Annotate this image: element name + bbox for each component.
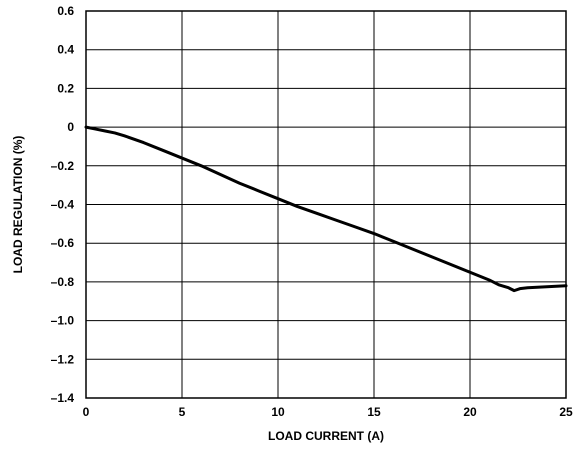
- x-tick-label: 0: [83, 405, 90, 419]
- x-tick-label: 5: [179, 405, 186, 419]
- y-tick-label: –1.2: [51, 352, 75, 366]
- y-axis-label: LOAD REGULATION (%): [11, 136, 25, 274]
- y-tick-label: –0.4: [51, 198, 75, 212]
- y-tick-label: –0.6: [51, 236, 75, 250]
- y-tick-label: –1.4: [51, 391, 75, 405]
- x-tick-labels: 0 5 10 15 20 25: [83, 405, 573, 419]
- y-tick-label: –0.2: [51, 159, 75, 173]
- series-line-0: [84, 125, 568, 293]
- y-tick-label: –0.8: [51, 275, 75, 289]
- x-tick-label: 20: [463, 405, 477, 419]
- x-tick-label: 10: [271, 405, 285, 419]
- x-tick-label: 15: [367, 405, 381, 419]
- y-tick-label: –1.0: [51, 314, 75, 328]
- y-tick-label: 0.4: [57, 43, 74, 57]
- series-group: [84, 125, 568, 293]
- y-tick-label: 0.2: [57, 81, 74, 95]
- grid-lines: [85, 10, 567, 399]
- x-axis-label: LOAD CURRENT (A): [268, 429, 384, 443]
- x-tick-label: 25: [559, 405, 573, 419]
- y-tick-label: 0: [67, 120, 74, 134]
- y-tick-labels: 0.6 0.4 0.2 0 –0.2 –0.4 –0.6 –0.8 –1.0 –1.2 –1.4: [51, 4, 75, 405]
- plot-frame: [85, 10, 567, 399]
- y-tick-label: 0.6: [57, 4, 74, 18]
